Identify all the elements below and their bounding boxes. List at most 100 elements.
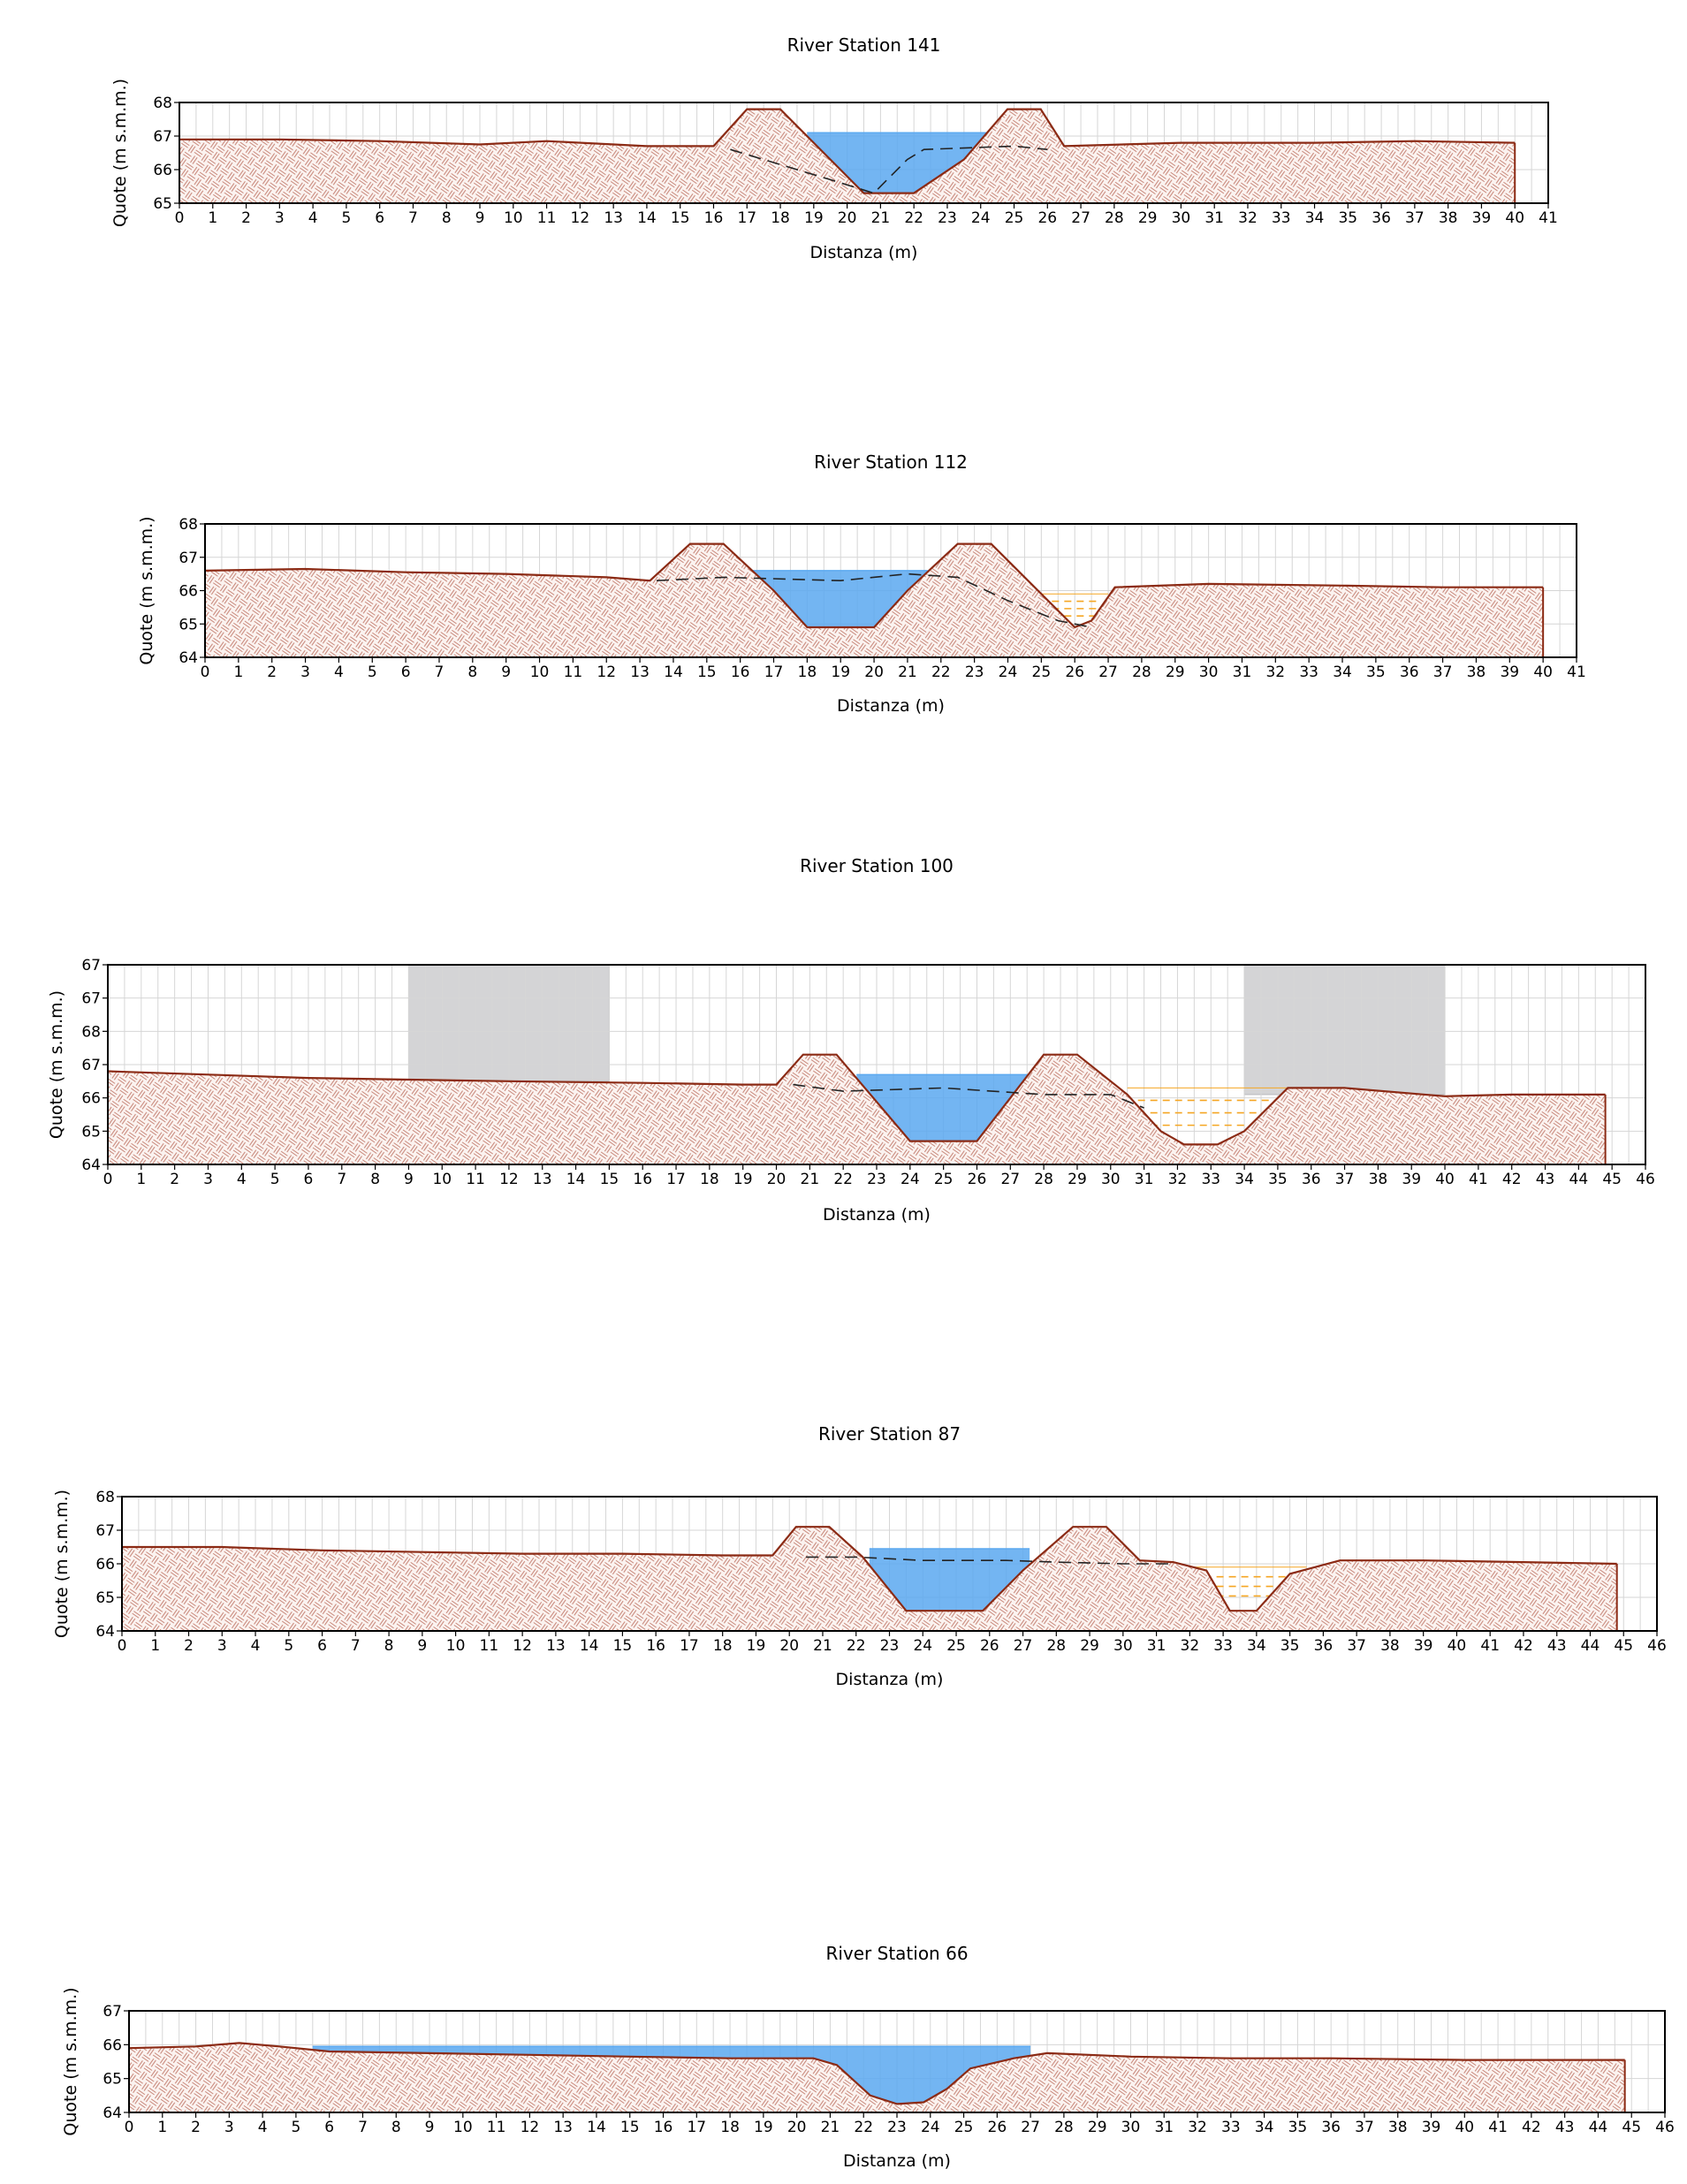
chart-1-x-tick-label: 15: [697, 664, 717, 681]
chart-0-x-tick-label: 40: [1505, 209, 1524, 227]
chart-3-x-tick-label: 15: [613, 1637, 633, 1655]
chart-1-x-tick-label: 1: [233, 664, 243, 681]
chart-2-x-tick-label: 27: [1000, 1171, 1020, 1188]
chart-4-x-tick-label: 7: [358, 2119, 368, 2136]
chart-1-title: River Station 112: [814, 451, 968, 473]
chart-river-station-112: 0 1 2 3 4 5 6 7 8 9 10 11 12 13 14 15 16 17 18 19 20 21 22 23 24…: [137, 451, 1586, 716]
chart-4-x-tick-label: 19: [754, 2119, 773, 2136]
chart-2-x-tick-label: 40: [1435, 1171, 1455, 1188]
chart-2-x-tick-label: 42: [1502, 1171, 1522, 1188]
chart-0-x-tick-label: 36: [1372, 209, 1391, 227]
chart-1-x-tick-label: 27: [1098, 664, 1118, 681]
chart-2-x-tick-label: 34: [1235, 1171, 1254, 1188]
chart-1-x-tick-label: 38: [1467, 664, 1486, 681]
chart-4-x-axis-label: Distanza (m): [843, 2151, 951, 2171]
chart-2-x-tick-label: 10: [432, 1171, 452, 1188]
chart-1-x-axis-label: Distanza (m): [837, 696, 945, 716]
chart-2-y-tick-label: 64: [81, 1156, 101, 1174]
chart-1-x-tick-label: 2: [267, 664, 277, 681]
chart-4-x-tick-label: 14: [587, 2119, 606, 2136]
chart-3-x-tick-label: 30: [1113, 1637, 1133, 1655]
chart-1-x-tick-label: 26: [1065, 664, 1084, 681]
chart-3-x-tick-label: 14: [580, 1637, 599, 1655]
chart-0-x-tick-label: 0: [175, 209, 185, 227]
chart-3-x-tick-label: 36: [1314, 1637, 1334, 1655]
chart-0-x-tick-label: 26: [1037, 209, 1057, 227]
chart-0-x-tick-label: 37: [1405, 209, 1425, 227]
chart-1-ground-fill: [205, 543, 1544, 657]
chart-0-ground-line: [179, 108, 1516, 194]
chart-2-x-tick-label: 32: [1168, 1171, 1188, 1188]
chart-0-y-tick-label: 66: [153, 162, 172, 179]
chart-1-x-tick-label: 14: [664, 664, 683, 681]
chart-3-x-tick-label: 41: [1480, 1637, 1500, 1655]
chart-0-x-tick-label: 33: [1272, 209, 1291, 227]
chart-0-ground-fill: [179, 109, 1516, 203]
chart-3-x-tick-label: 40: [1448, 1637, 1467, 1655]
chart-3-x-tick-label: 29: [1080, 1637, 1099, 1655]
chart-1-ground-line: [204, 542, 1544, 629]
chart-0-x-tick-label: 27: [1071, 209, 1090, 227]
chart-4-y-tick-label: 64: [103, 2104, 122, 2122]
chart-3-x-tick-label: 19: [747, 1637, 766, 1655]
chart-2-x-tick-label: 15: [600, 1171, 619, 1188]
chart-0-water-0: [807, 133, 988, 193]
chart-1-x-tick-label: 34: [1333, 664, 1352, 681]
chart-0-x-tick-label: 34: [1305, 209, 1325, 227]
chart-0-x-tick-label: 23: [938, 209, 957, 227]
chart-3-x-tick-label: 46: [1647, 1637, 1667, 1655]
chart-4-x-tick-label: 30: [1121, 2119, 1141, 2136]
chart-1-x-tick-label: 13: [630, 664, 650, 681]
chart-2-x-axis-label: Distanza (m): [823, 1205, 931, 1225]
chart-3-water-0: [869, 1548, 1030, 1611]
chart-0-x-tick-label: 2: [241, 209, 251, 227]
chart-3-x-tick-label: 43: [1547, 1637, 1567, 1655]
chart-4-x-tick-label: 34: [1255, 2119, 1274, 2136]
chart-4-y-tick-label: 65: [103, 2071, 122, 2089]
chart-4-x-tick-label: 46: [1655, 2119, 1675, 2136]
chart-2-y-tick-label: 67: [81, 1057, 101, 1074]
chart-4-y-axis-label: Quote (m s.m.m.): [61, 1987, 80, 2135]
chart-2-x-tick-label: 44: [1569, 1171, 1589, 1188]
chart-4-x-tick-label: 39: [1422, 2119, 1441, 2136]
chart-0-x-tick-label: 25: [1005, 209, 1024, 227]
chart-3-title: River Station 87: [818, 1423, 961, 1445]
chart-0-x-tick-label: 15: [671, 209, 690, 227]
chart-2-x-tick-label: 33: [1201, 1171, 1220, 1188]
chart-1-x-tick-label: 4: [334, 664, 344, 681]
chart-0-x-tick-label: 28: [1105, 209, 1124, 227]
chart-3-x-tick-label: 44: [1581, 1637, 1600, 1655]
chart-2-x-tick-label: 3: [203, 1171, 213, 1188]
chart-0-x-tick-label: 41: [1539, 209, 1558, 227]
chart-4-x-tick-label: 15: [620, 2119, 640, 2136]
chart-4-x-tick-label: 32: [1188, 2119, 1207, 2136]
chart-1-x-tick-label: 8: [467, 664, 477, 681]
chart-2-x-tick-label: 13: [533, 1171, 552, 1188]
chart-3-x-tick-label: 33: [1213, 1637, 1233, 1655]
chart-4-title: River Station 66: [825, 1943, 968, 1964]
chart-0-y-tick-label: 67: [153, 128, 172, 146]
chart-2-x-tick-label: 26: [968, 1171, 987, 1188]
chart-4-x-tick-label: 27: [1021, 2119, 1040, 2136]
chart-3-x-tick-label: 25: [946, 1637, 966, 1655]
chart-1-x-tick-label: 25: [1032, 664, 1052, 681]
chart-1-x-tick-label: 7: [435, 664, 445, 681]
chart-3-energy-line: [806, 1556, 1174, 1565]
chart-2-x-tick-label: 30: [1101, 1171, 1121, 1188]
chart-2-y-tick-label: 67: [81, 990, 101, 1008]
chart-river-station-141: 0 1 2 3 4 5 6 7 8 9 10 11 12 13 14 15 16 17 18 19 20 21 22 23 24…: [110, 34, 1558, 262]
chart-1-x-tick-label: 23: [965, 664, 984, 681]
chart-2-x-tick-label: 5: [270, 1171, 280, 1188]
chart-2-x-tick-label: 18: [700, 1171, 719, 1188]
chart-4-ground-line: [128, 2042, 1625, 2105]
chart-0-x-tick-label: 19: [804, 209, 824, 227]
chart-0-x-tick-label: 6: [375, 209, 384, 227]
chart-3-ground-fill: [122, 1527, 1617, 1631]
chart-2-x-tick-label: 28: [1034, 1171, 1053, 1188]
chart-4-x-tick-label: 4: [258, 2119, 268, 2136]
chart-river-station-87: 0 1 2 3 4 5 6 7 8 9 10 11 12 13 14 15 16 17 18 19 20 21 22 23 24…: [52, 1423, 1667, 1689]
chart-1-y-tick-label: 67: [179, 550, 198, 567]
chart-2-x-tick-label: 29: [1068, 1171, 1087, 1188]
chart-4-x-tick-label: 29: [1088, 2119, 1107, 2136]
